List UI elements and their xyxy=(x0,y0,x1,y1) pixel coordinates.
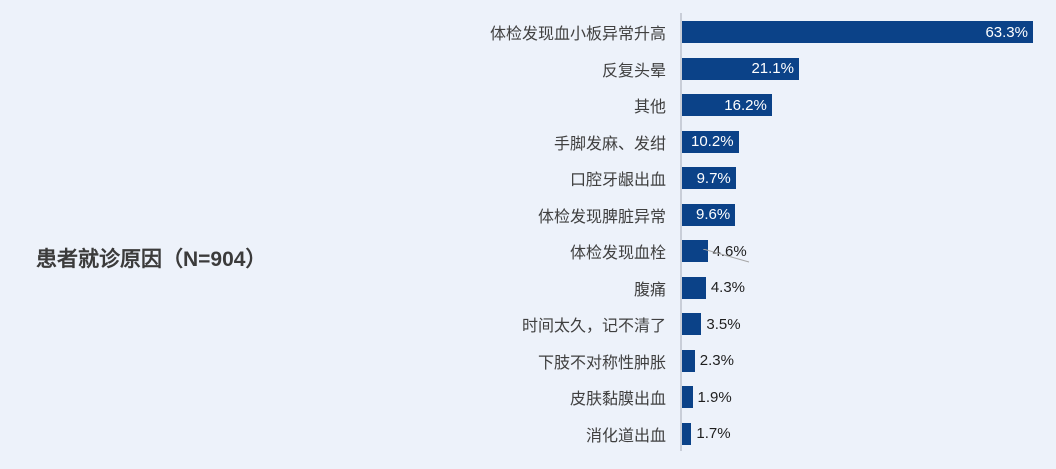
value-label: 16.2% xyxy=(724,96,767,114)
category-label: 体检发现血小板异常升高 xyxy=(489,26,666,44)
category-label: 口腔牙龈出血 xyxy=(569,172,666,190)
bar-row: 其他 16.2% xyxy=(0,87,1056,124)
category-label: 反复头晕 xyxy=(601,62,666,80)
bar-row: 体检发现血栓 4.6% xyxy=(0,233,1056,270)
bar-track: 10.2% xyxy=(666,130,1056,153)
bar: 63.3% xyxy=(682,21,1033,44)
bar xyxy=(682,422,692,445)
category-label: 其他 xyxy=(633,99,666,117)
y-axis-line xyxy=(680,13,682,451)
bar xyxy=(682,276,706,299)
bar xyxy=(682,386,693,409)
value-label: 10.2% xyxy=(691,133,734,151)
bar-track: 3.5% xyxy=(666,313,1056,336)
value-label: 9.7% xyxy=(696,169,731,187)
bar-row: 下肢不对称性肿胀 2.3% xyxy=(0,343,1056,380)
value-label: 9.6% xyxy=(696,206,731,224)
bar xyxy=(682,349,695,372)
value-label: 2.3% xyxy=(699,352,734,370)
bar-row: 口腔牙龈出血 9.7% xyxy=(0,160,1056,197)
value-label: 21.1% xyxy=(751,60,794,78)
category-label: 腹痛 xyxy=(633,281,666,299)
bar xyxy=(682,313,702,336)
bar-row: 手脚发麻、发绀 10.2% xyxy=(0,124,1056,161)
category-label: 消化道出血 xyxy=(585,427,666,445)
chart-title: 患者就诊原因（N=904） xyxy=(36,248,267,271)
value-label: 1.9% xyxy=(697,388,732,406)
bar-row: 消化道出血 1.7% xyxy=(0,416,1056,453)
bar-track: 1.9% xyxy=(666,386,1056,409)
bar-row: 时间太久，记不清了 3.5% xyxy=(0,306,1056,343)
bar xyxy=(682,240,708,263)
bar: 9.6% xyxy=(682,203,736,226)
bar-track: 4.3% xyxy=(666,276,1056,299)
value-label: 1.7% xyxy=(696,425,731,443)
value-label: 3.5% xyxy=(706,315,741,333)
bar: 21.1% xyxy=(682,57,799,80)
bar-track: 1.7% xyxy=(666,422,1056,445)
category-label: 皮肤黏膜出血 xyxy=(569,391,666,409)
bar-row: 腹痛 4.3% xyxy=(0,270,1056,307)
bar-track: 9.6% xyxy=(666,203,1056,226)
category-label: 体检发现血栓 xyxy=(569,245,666,263)
bar: 16.2% xyxy=(682,94,772,117)
bar-rows: 体检发现血小板异常升高 63.3% 反复头晕 21.1% 其他 16.2% 手脚发麻、发绀 1… xyxy=(0,14,1056,452)
bar-row: 体检发现血小板异常升高 63.3% xyxy=(0,14,1056,51)
category-label: 体检发现脾脏异常 xyxy=(537,208,666,226)
bar-track: 21.1% xyxy=(666,57,1056,80)
bar: 9.7% xyxy=(682,167,736,190)
bar-track: 63.3% xyxy=(666,21,1056,44)
bar-row: 反复头晕 21.1% xyxy=(0,51,1056,88)
category-label: 手脚发麻、发绀 xyxy=(553,135,666,153)
bar-track: 4.6% xyxy=(666,240,1056,263)
value-label: 63.3% xyxy=(985,23,1028,41)
bar-track: 16.2% xyxy=(666,94,1056,117)
bar-track: 9.7% xyxy=(666,167,1056,190)
category-label: 下肢不对称性肿胀 xyxy=(537,354,666,372)
bar-track: 2.3% xyxy=(666,349,1056,372)
value-label: 4.6% xyxy=(712,242,747,260)
bar-row: 体检发现脾脏异常 9.6% xyxy=(0,197,1056,234)
bar: 10.2% xyxy=(682,130,739,153)
value-label: 4.3% xyxy=(710,279,746,297)
bar-row: 皮肤黏膜出血 1.9% xyxy=(0,379,1056,416)
category-label: 时间太久，记不清了 xyxy=(521,318,666,336)
